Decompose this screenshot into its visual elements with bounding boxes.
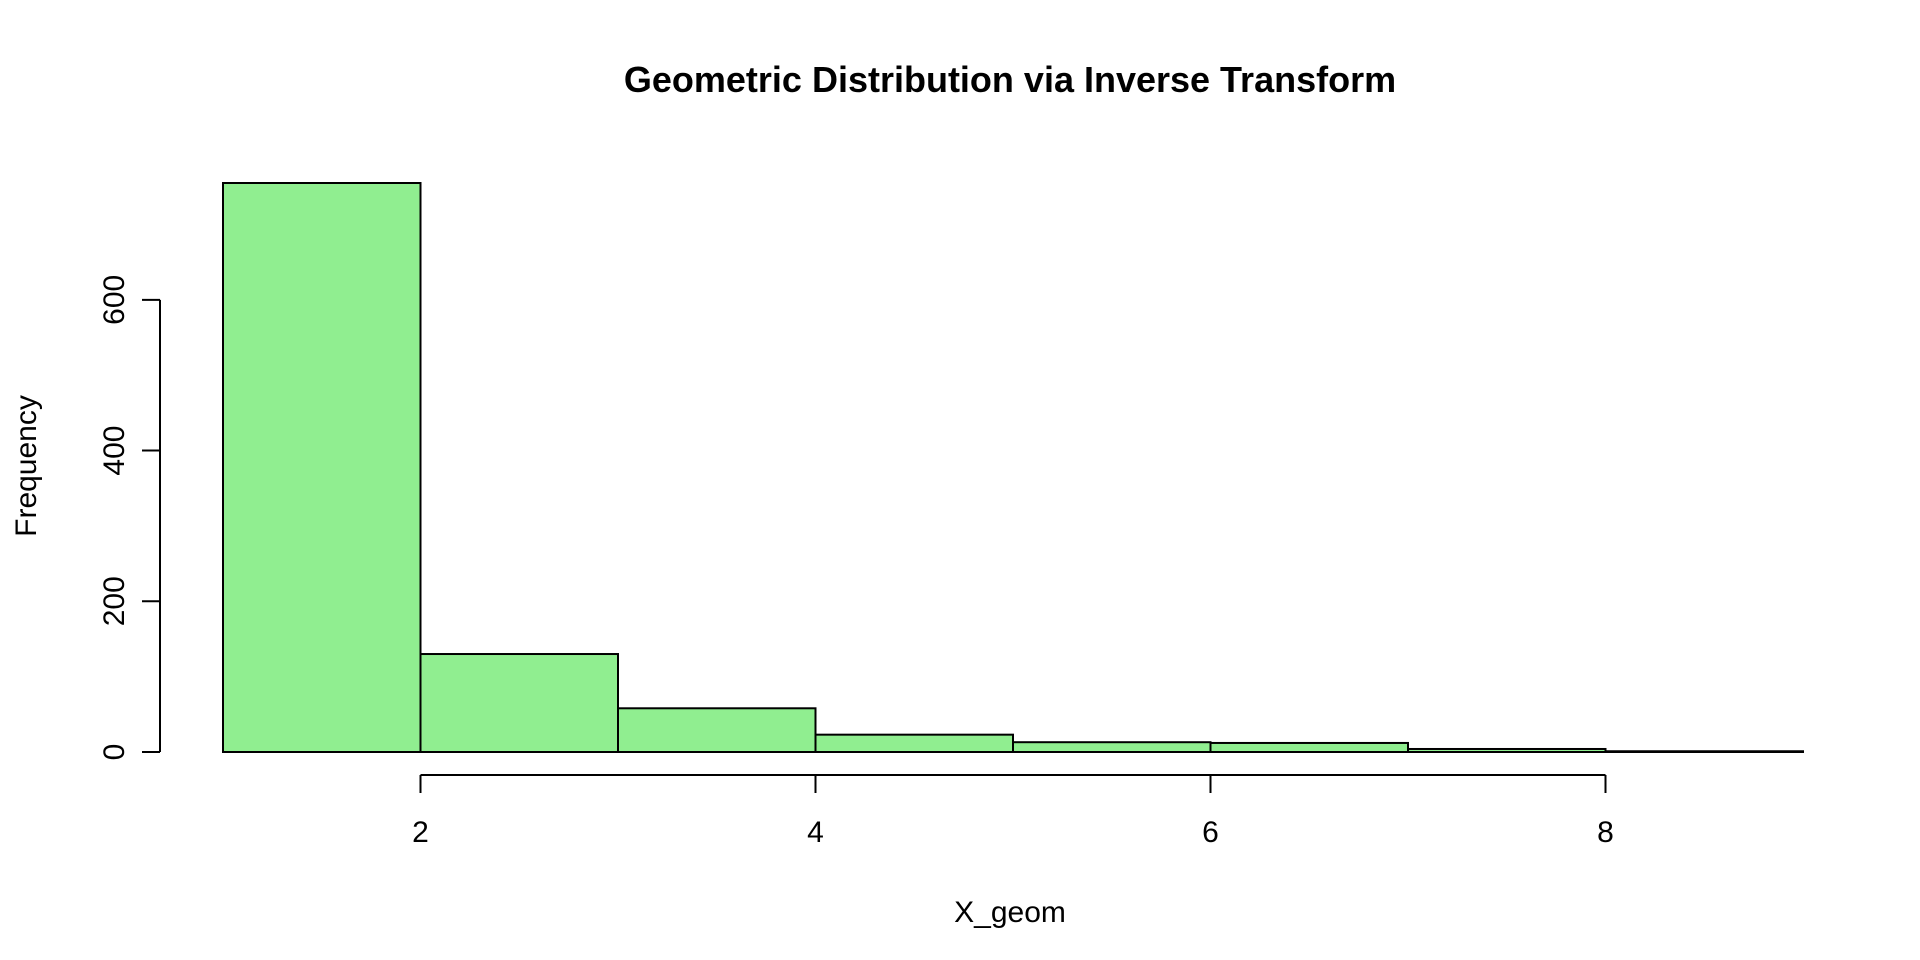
histogram-bar bbox=[419, 653, 619, 753]
y-tick-label: 600 bbox=[98, 275, 131, 325]
y-axis-label: Frequency bbox=[10, 395, 43, 537]
x-tick-label: 6 bbox=[1202, 816, 1219, 849]
histogram-bar bbox=[1604, 750, 1804, 753]
x-axis: 2 4 6 8 bbox=[412, 774, 1614, 849]
y-tick-label: 0 bbox=[98, 744, 131, 761]
y-axis: 0 200 400 600 bbox=[98, 275, 161, 761]
chart-title: Geometric Distribution via Inverse Trans… bbox=[624, 59, 1396, 100]
histogram-bar bbox=[1209, 741, 1409, 754]
bars-group bbox=[222, 182, 1804, 754]
x-tick-label: 8 bbox=[1597, 816, 1614, 849]
histogram-bar bbox=[814, 733, 1014, 753]
x-tick-label: 4 bbox=[807, 816, 824, 849]
y-tick-label: 400 bbox=[98, 426, 131, 476]
histogram-bar bbox=[222, 182, 422, 753]
x-tick-label: 2 bbox=[412, 816, 429, 849]
histogram-bar bbox=[1407, 747, 1607, 753]
histogram-bar bbox=[617, 707, 817, 754]
y-tick-label: 200 bbox=[98, 576, 131, 626]
histogram-bar bbox=[1012, 741, 1212, 753]
x-axis-label: X_geom bbox=[954, 896, 1066, 929]
